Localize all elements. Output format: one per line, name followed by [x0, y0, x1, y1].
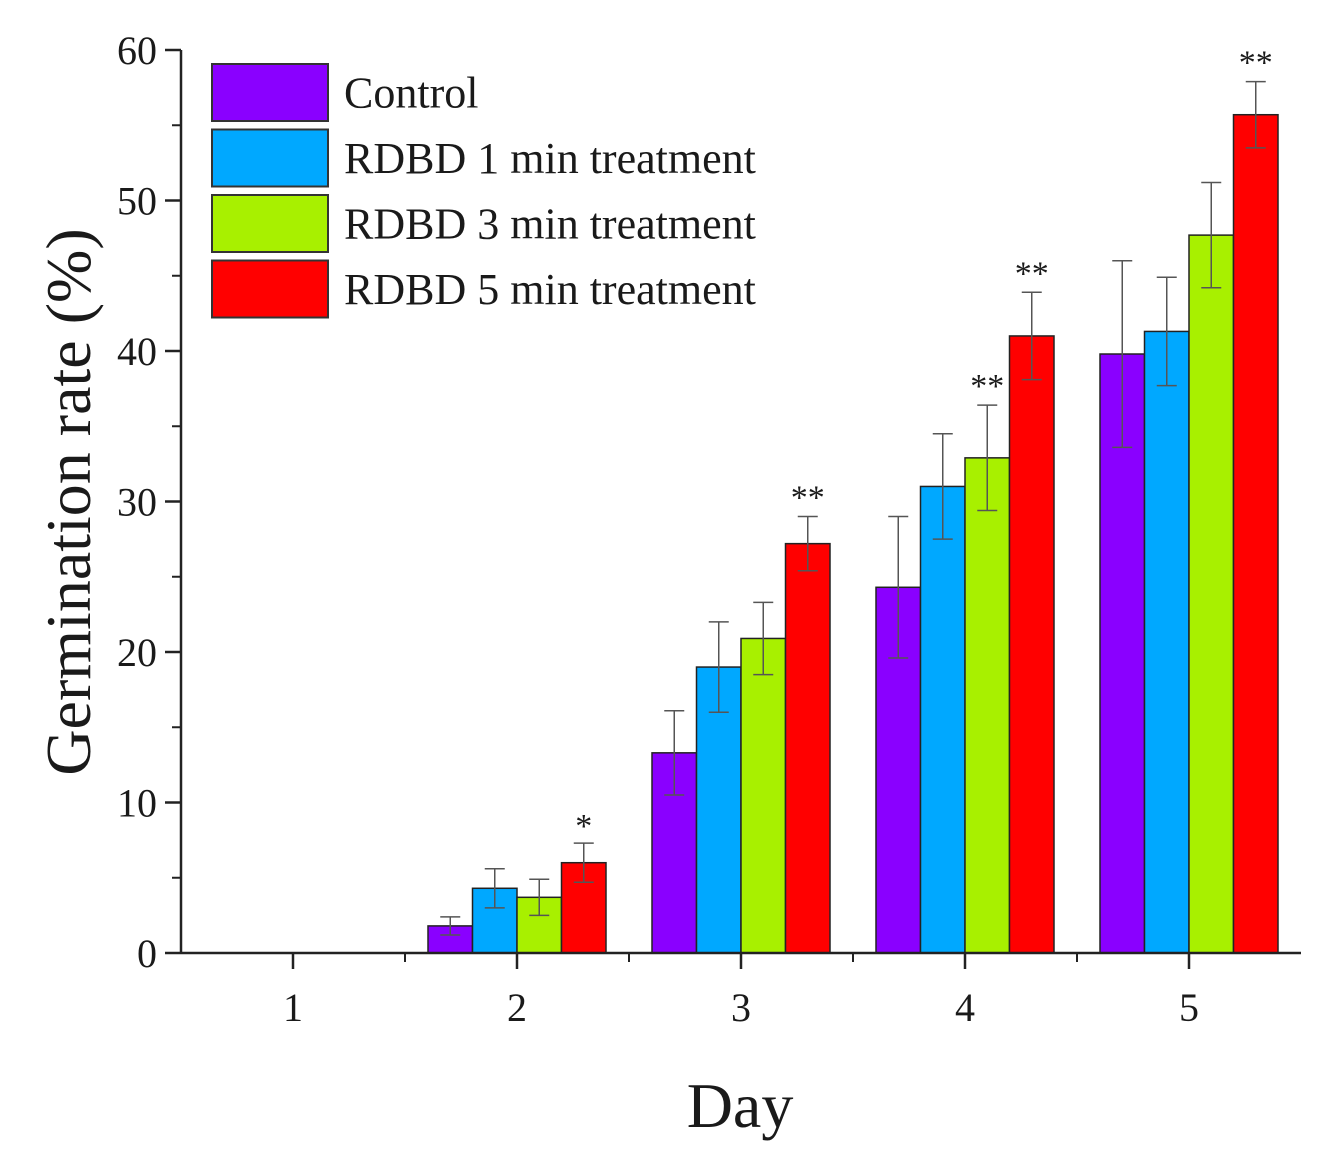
x-tick-label: 1: [283, 985, 303, 1030]
bar: [1143, 330, 1190, 954]
legend: Control RDBD 1 min treatment RDBD 3 min tr…: [211, 63, 756, 319]
y-tick-label: 50: [117, 179, 157, 224]
bar: [1188, 234, 1235, 954]
y-tick-label: 40: [117, 329, 157, 374]
bar: [740, 637, 787, 954]
legend-swatch: [211, 194, 329, 253]
bar: [1008, 335, 1055, 954]
x-tick-label: 2: [507, 985, 527, 1030]
y-tick-label: 10: [117, 781, 157, 826]
bars-layer: *********: [427, 45, 1279, 954]
significance-label: *: [575, 808, 592, 845]
x-tick-label: 5: [1179, 985, 1199, 1030]
bar: [964, 457, 1011, 954]
legend-label: RDBD 3 min treatment: [344, 200, 756, 249]
legend-label: RDBD 1 min treatment: [344, 134, 756, 183]
x-tick-label: 4: [955, 985, 975, 1030]
significance-label: **: [970, 368, 1004, 405]
y-tick-label: 60: [117, 28, 157, 73]
bar: [919, 485, 966, 954]
significance-label: **: [791, 480, 825, 517]
bar: [784, 542, 831, 954]
significance-label: **: [1015, 255, 1049, 292]
legend-swatch: [211, 63, 329, 122]
legend-label: Control: [344, 69, 478, 118]
x-tick-label: 3: [731, 985, 751, 1030]
y-tick-label: 30: [117, 480, 157, 525]
bar: [695, 666, 742, 954]
legend-swatch: [211, 259, 329, 319]
y-axis-title: Germination rate (%): [33, 228, 104, 775]
bar: [1232, 113, 1279, 954]
significance-label: **: [1239, 45, 1273, 82]
axes-layer: 0 10 20 30 40 50 60 1 2 3 4 5: [117, 28, 1301, 1030]
legend-swatch: [211, 128, 329, 188]
y-tick-label: 0: [137, 931, 157, 976]
y-tick-label: 20: [117, 630, 157, 675]
x-axis-title: Day: [687, 1070, 794, 1141]
legend-label: RDBD 5 min treatment: [344, 265, 756, 314]
